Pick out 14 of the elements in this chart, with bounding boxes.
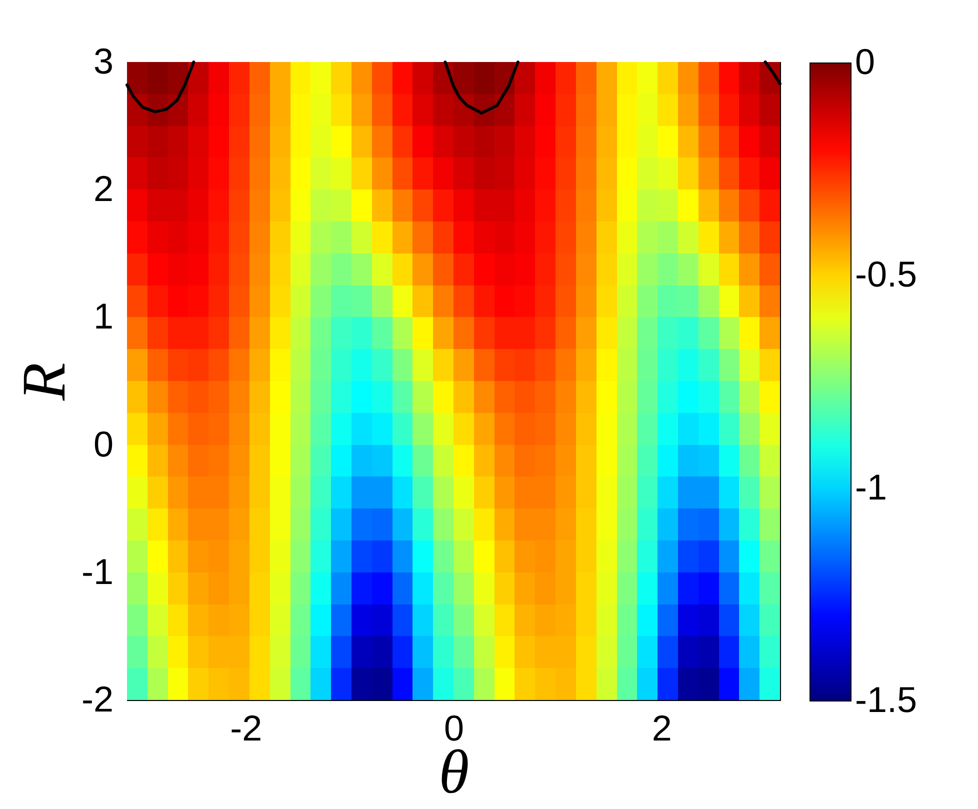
y-tick-label: -2 bbox=[81, 678, 114, 720]
x-tick-label: 2 bbox=[652, 708, 672, 748]
color-bar-label: -1.5 bbox=[855, 679, 918, 720]
y-tick-label: 2 bbox=[93, 168, 114, 210]
color-bar-label: -0.5 bbox=[855, 254, 918, 295]
color-bar-label: -1 bbox=[855, 466, 888, 508]
y-tick-label: 3 bbox=[93, 40, 114, 82]
y-tick-label: 1 bbox=[93, 296, 114, 337]
x-tick-label: 0 bbox=[444, 708, 464, 748]
y-tick-label: -1 bbox=[81, 550, 114, 592]
x-tick-label: -2 bbox=[230, 708, 262, 748]
color-bar-label: 0 bbox=[855, 41, 876, 82]
y-tick-label: 0 bbox=[93, 423, 114, 464]
y-axis-title: R bbox=[10, 362, 78, 402]
